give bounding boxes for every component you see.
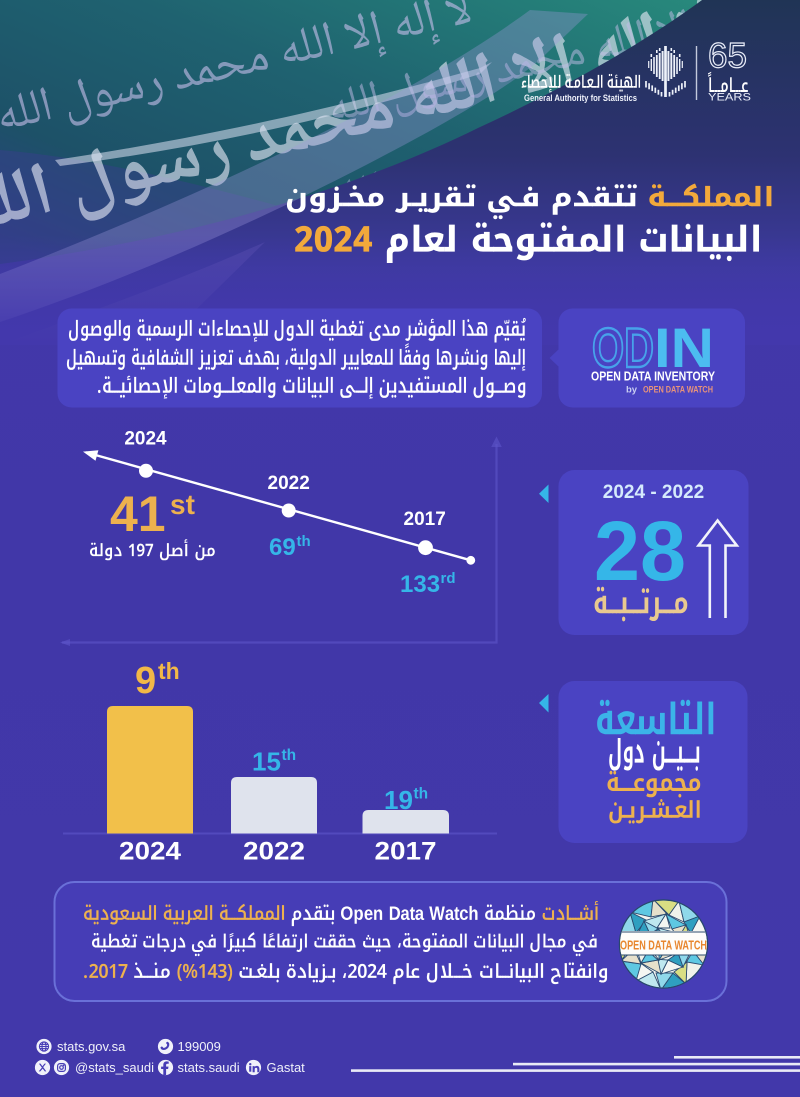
svg-text:stats.saudi: stats.saudi [178,1060,240,1075]
svg-text:2024: 2024 [124,429,167,450]
svg-text:th: th [297,533,311,550]
svg-text:st: st [170,489,195,520]
svg-text:OPEN DATA INVENTORY: OPEN DATA INVENTORY [591,370,716,384]
svg-text:2017: 2017 [404,509,446,530]
svg-text:th: th [282,747,297,764]
svg-text:15: 15 [252,747,281,777]
svg-text:133: 133 [400,571,440,598]
svg-text:69: 69 [269,534,296,561]
svg-text:IN: IN [654,316,714,379]
svg-text:@stats_saudi: @stats_saudi [75,1060,154,1075]
svg-text:OD: OD [592,316,654,379]
svg-text:28: 28 [594,504,686,598]
svg-text:2024 - 2022: 2024 - 2022 [603,482,704,503]
svg-text:stats.gov.sa: stats.gov.sa [57,1039,126,1054]
svg-text:rd: rd [441,570,456,587]
svg-text:th: th [414,786,429,803]
svg-text:65: 65 [708,37,747,76]
svg-text:2017: 2017 [375,838,437,866]
svg-text:19: 19 [384,785,413,815]
svg-text:General Authority for Statisti: General Authority for Statistics [524,93,637,104]
svg-text:OPEN DATA WATCH: OPEN DATA WATCH [643,385,713,396]
svg-text:199009: 199009 [178,1039,221,1054]
svg-text:YEARS: YEARS [708,92,751,104]
svg-text:th: th [158,658,180,684]
svg-text:2024: 2024 [119,838,181,866]
svg-text:by: by [626,385,638,396]
svg-text:Gastat: Gastat [267,1060,306,1075]
svg-text:9: 9 [135,660,156,702]
svg-text:2022: 2022 [268,473,310,494]
svg-text:2022: 2022 [243,838,305,866]
svg-text:OPEN DATA WATCH: OPEN DATA WATCH [620,938,707,953]
svg-text:41: 41 [110,486,166,542]
